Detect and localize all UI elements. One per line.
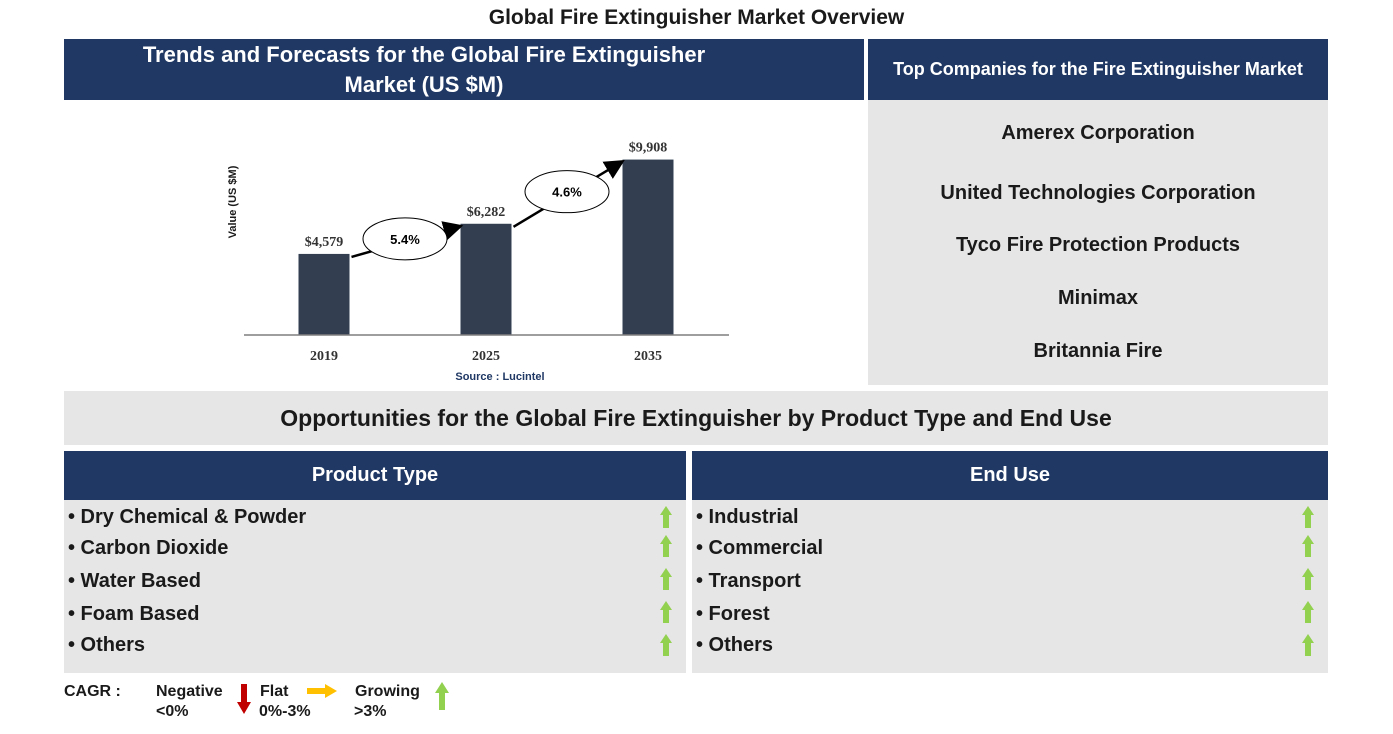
segment-item: • Carbon Dioxide bbox=[68, 537, 229, 559]
bar bbox=[298, 253, 350, 335]
cagr-label: 5.4% bbox=[390, 232, 420, 247]
end-use-header: End Use bbox=[692, 451, 1328, 500]
arrow-down-icon bbox=[237, 684, 251, 714]
data-label: $4,579 bbox=[305, 235, 344, 250]
arrow-right-icon bbox=[307, 684, 337, 698]
cagr-bubble bbox=[362, 217, 448, 261]
company-item: Britannia Fire bbox=[1033, 340, 1163, 362]
growth-arrow-icon bbox=[660, 634, 672, 656]
legend-growing-label: Growing bbox=[355, 683, 420, 700]
chart-source: Source : Lucintel bbox=[455, 371, 544, 383]
chart-header-line2: Market (US $M) bbox=[344, 71, 504, 97]
bar bbox=[622, 159, 674, 335]
company-item: Tyco Fire Protection Products bbox=[955, 234, 1241, 256]
x-tick-label: 2025 bbox=[472, 349, 500, 364]
growth-arrow-icon bbox=[1302, 568, 1314, 590]
end-use-list: • Industrial • Commercial • Transport • For… bbox=[692, 500, 1328, 673]
growth-arrow-icon bbox=[660, 535, 672, 557]
page-title: Global Fire Extinguisher Market Overview bbox=[488, 6, 905, 29]
bar-chart: Value (US $M) $4,579 2019 $6,282 2025 $9,908 2… bbox=[227, 141, 729, 383]
growth-arrow-icon bbox=[660, 601, 672, 623]
legend-flat-label: Flat bbox=[260, 683, 289, 700]
chart-panel-header: Trends and Forecasts for the Global Fire… bbox=[64, 39, 864, 100]
cagr-bubble bbox=[524, 170, 610, 214]
growth-arrow-icon bbox=[1302, 535, 1314, 557]
companies-list: Amerex Corporation United Technologies C… bbox=[868, 100, 1328, 385]
companies-header: Top Companies for the Fire Extinguisher … bbox=[868, 39, 1328, 100]
segment-item: • Dry Chemical & Powder bbox=[68, 506, 307, 528]
growth-arrow-icon bbox=[660, 506, 672, 528]
segment-item: • Commercial bbox=[696, 537, 824, 559]
data-label: $6,282 bbox=[467, 205, 506, 220]
product-type-header: Product Type bbox=[64, 451, 686, 500]
segment-item: • Transport bbox=[696, 570, 801, 592]
arrow-up-icon bbox=[435, 682, 449, 710]
growth-arrow-icon bbox=[1302, 634, 1314, 656]
company-item: Amerex Corporation bbox=[1001, 122, 1195, 144]
x-tick-label: 2019 bbox=[310, 349, 338, 364]
product-type-list: • Dry Chemical & Powder • Carbon Dioxide •… bbox=[64, 500, 686, 673]
company-item: United Technologies Corporation bbox=[940, 182, 1256, 204]
legend-flat-range: 0%-3% bbox=[259, 703, 311, 720]
segment-item: • Others bbox=[696, 634, 774, 656]
segment-item: • Others bbox=[68, 634, 146, 656]
cagr-label: 4.6% bbox=[552, 185, 582, 200]
segment-item: • Industrial bbox=[696, 506, 799, 528]
chart-area: Value (US $M) $4,579 2019 $6,282 2025 $9,908 2… bbox=[64, 100, 864, 385]
cagr-label: CAGR : bbox=[64, 683, 121, 700]
data-label: $9,908 bbox=[629, 141, 668, 156]
growth-arrow-icon bbox=[1302, 506, 1314, 528]
legend-negative-label: Negative bbox=[156, 683, 223, 700]
bar bbox=[460, 223, 512, 335]
chart-header-line1: Trends and Forecasts for the Global Fire… bbox=[142, 41, 706, 67]
cagr-legend: CAGR : Negative <0% Flat 0%-3% Growing >… bbox=[64, 680, 484, 730]
company-item: Minimax bbox=[1057, 287, 1139, 309]
opportunities-title: Opportunities for the Global Fire Exting… bbox=[64, 391, 1328, 445]
x-tick-label: 2035 bbox=[634, 349, 662, 364]
segment-item: • Forest bbox=[696, 603, 770, 625]
segment-item: • Foam Based bbox=[68, 603, 200, 625]
y-axis-label: Value (US $M) bbox=[227, 165, 239, 238]
growth-arrow-icon bbox=[660, 568, 672, 590]
legend-growing-range: >3% bbox=[354, 703, 387, 720]
growth-arrow-icon bbox=[1302, 601, 1314, 623]
legend-negative-range: <0% bbox=[156, 703, 189, 720]
segment-item: • Water Based bbox=[68, 570, 201, 592]
